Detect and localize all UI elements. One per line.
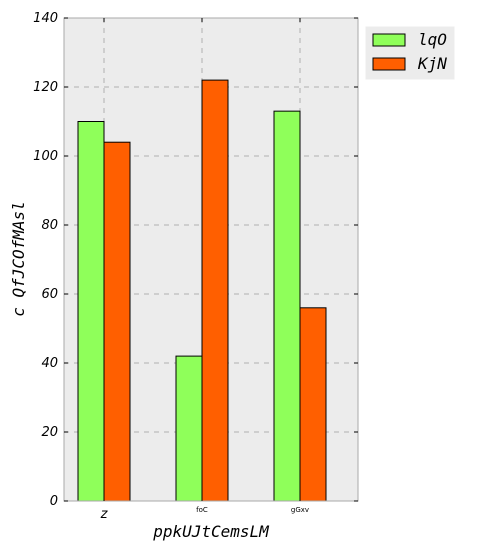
bar-KjN-gGxv	[299, 307, 327, 502]
x-axis-title: ppkUJtCemsLM	[152, 522, 270, 541]
y-axis-title: c QfJCOfMAsl	[9, 201, 28, 317]
bar-lqO-z	[77, 121, 105, 502]
bars	[77, 79, 327, 502]
y-tick-label: 100	[33, 149, 58, 164]
x-tick-label: z	[100, 507, 109, 522]
y-tick-label: 80	[41, 218, 58, 233]
bar-KjN-z	[103, 141, 131, 502]
x-tick-label: gGxv	[291, 506, 309, 514]
y-tick-label: 20	[41, 425, 58, 440]
legend-label-lqO: lqO	[418, 30, 447, 49]
legend: lqO KjN	[365, 26, 455, 80]
x-tick-label: foC	[196, 506, 208, 514]
bar-KjN-foC	[201, 79, 229, 502]
y-tick-label: 40	[41, 356, 58, 371]
y-tick-label: 0	[50, 494, 58, 509]
y-tick-label: 140	[33, 11, 58, 26]
y-axis-ticks: 0 20 40 60 80 100 120 140	[33, 11, 358, 509]
bar-lqO-foC	[175, 355, 203, 502]
bar-lqO-gGxv	[273, 110, 301, 502]
plot-frame	[63, 17, 359, 502]
y-tick-label: 60	[41, 287, 58, 302]
legend-swatch-lqO	[372, 33, 406, 47]
x-axis-ticks: z foC gGxv	[100, 18, 309, 522]
legend-swatch-KjN	[372, 57, 406, 71]
y-tick-label: 120	[33, 80, 58, 95]
legend-label-KjN: KjN	[417, 54, 447, 73]
